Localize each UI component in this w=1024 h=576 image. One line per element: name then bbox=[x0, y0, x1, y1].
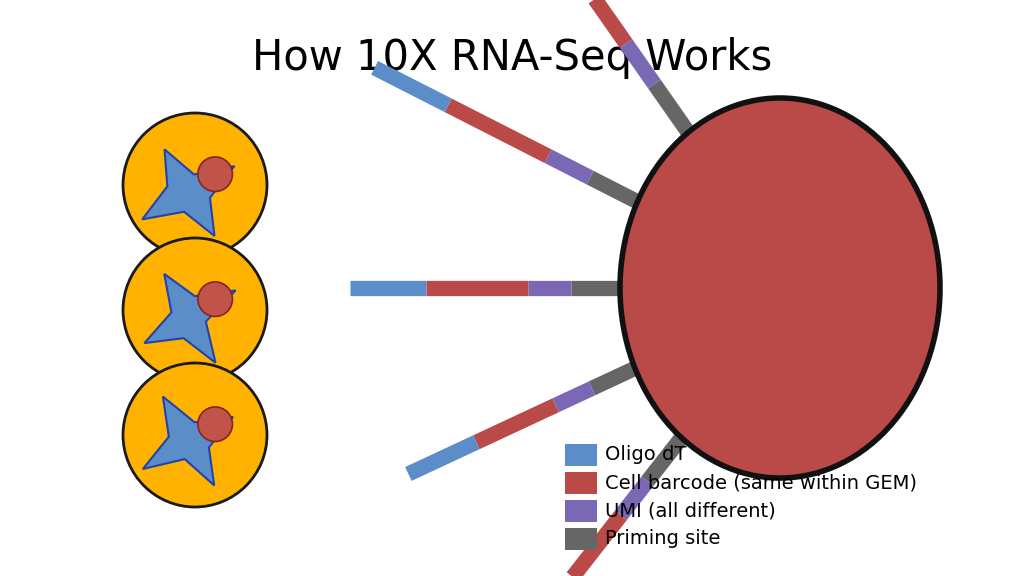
Polygon shape bbox=[142, 149, 234, 236]
Text: Cell barcode (same within GEM): Cell barcode (same within GEM) bbox=[605, 473, 918, 492]
Text: Oligo dT: Oligo dT bbox=[605, 445, 686, 464]
Text: Priming site: Priming site bbox=[605, 529, 720, 548]
Text: UMI (all different): UMI (all different) bbox=[605, 502, 776, 521]
Text: How 10X RNA-Seq Works: How 10X RNA-Seq Works bbox=[252, 37, 772, 79]
Circle shape bbox=[123, 113, 267, 257]
Bar bbox=[565, 472, 597, 494]
Bar bbox=[565, 444, 597, 466]
Circle shape bbox=[123, 363, 267, 507]
Circle shape bbox=[123, 238, 267, 382]
Ellipse shape bbox=[620, 98, 940, 478]
Polygon shape bbox=[142, 396, 233, 486]
Circle shape bbox=[198, 407, 232, 441]
Circle shape bbox=[198, 282, 232, 316]
Bar bbox=[565, 500, 597, 522]
Bar bbox=[565, 528, 597, 550]
Polygon shape bbox=[144, 274, 236, 363]
Circle shape bbox=[198, 157, 232, 191]
